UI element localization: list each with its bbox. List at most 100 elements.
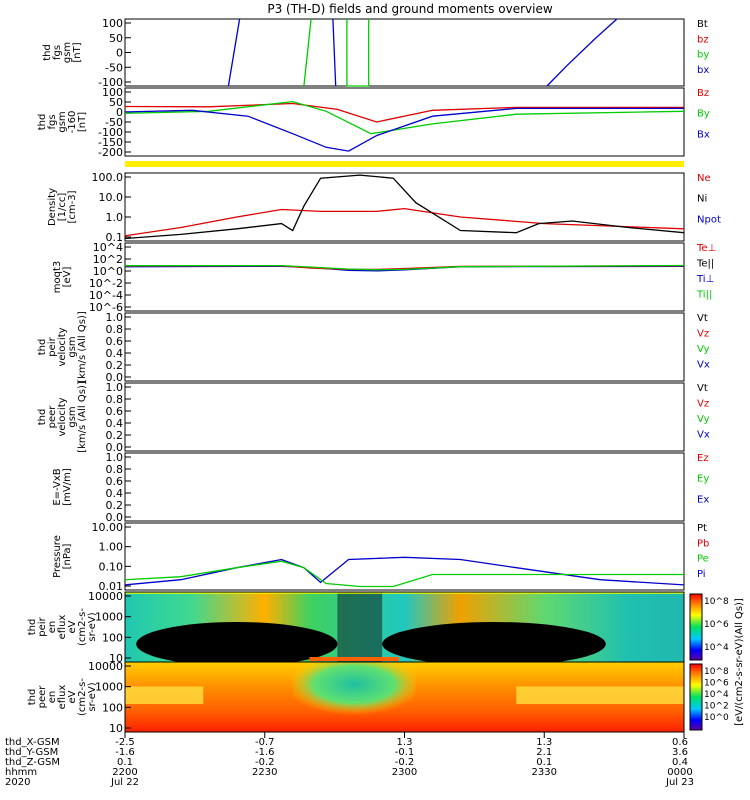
colorbar [689,593,703,661]
ytick-label: -50 [105,61,123,74]
ytick-label: 100 [102,17,123,30]
ylabel-line: Pressure [52,535,63,578]
colorbar-tick: 10^6 [704,620,729,630]
panel-4-ylabel: moqt3[eV] [52,261,73,294]
panel-10-ylabel: thdpeerenefluxeV(cm2-s-sr-eV) [27,678,98,716]
ytick-label: 50 [109,32,123,45]
ytick-label: 50 [109,96,123,109]
ylabel-line: en [47,691,58,704]
panel-frame [124,18,685,87]
legend-entry: Bt [697,19,708,30]
ytick-label: 10^2 [93,253,123,266]
ytick-label: 0.10 [99,560,124,573]
series-Ni [124,174,685,240]
xtick-label: Jul 22 [110,777,139,788]
panel-6-ylabel: thdpeervelocitygsm[km/s (All Qs)] [37,381,88,453]
band [516,686,684,704]
ylabel-line: en [47,621,58,634]
legend-entry: Npot [697,214,721,225]
legend-entry: bz [697,34,709,45]
panel-9: thdpeirenefluxeV(cm2-s-sr-eV) 10000 1000 10… [27,590,729,666]
colorbar-tick: 10^2 [704,702,729,712]
ylabel-line: [mV/m] [62,468,73,506]
legend-entry: Vt [697,383,708,394]
xtick-label: 2200 [112,767,137,778]
ylabel-line: eflux [57,685,68,710]
band [125,686,204,704]
ytick-label: 10000 [88,660,123,673]
panel-7: E=-VxB[mV/m] 1.00.80.60.40.20.0 Ez Ey Ex [52,451,709,524]
ytick-label: 10 [109,652,123,665]
sheet-crossing [292,662,416,718]
xtick-label: 1.3 [397,737,413,748]
ylabel-line: eV [67,690,78,703]
legend-entry: Vz [697,399,709,410]
ytick-label: -100 [98,76,123,89]
ytick-label: 100.0 [92,171,124,184]
legend-entry: Ez [697,453,709,464]
xtick-label: -1.6 [255,747,275,758]
ylabel-line: E=-VxB [52,468,63,505]
ytick-label: 1000 [95,611,123,624]
ytick-label: 0.0 [106,441,124,454]
ytick-label: 1.0 [106,451,124,464]
panel-frame [124,312,685,382]
ytick-label: 0.1 [106,231,124,244]
ytick-label: 0.2 [106,499,124,512]
ylabel-line: [eV] [62,267,73,288]
xaxis-row-label: 2020 [5,777,30,788]
ytick-label: 100 [102,701,123,714]
ytick-label: 10^-2 [89,277,123,290]
ylabel-line: [km/s (All Qs)] [77,381,88,453]
xtick-label: -0.7 [255,737,275,748]
legend-entry: Vy [697,344,710,355]
legend-entry: Ni [697,194,707,205]
ylabel-line: gsm [67,406,78,427]
xtick-label: 0.6 [672,737,688,748]
xtick-label: 0.4 [672,757,688,768]
ylabel-line: sr-eV) [87,682,98,711]
ytick-label: 0.8 [106,323,124,336]
legend-entry: Ne [697,173,711,184]
ytick-label: 0.6 [106,475,124,488]
legend-entry: Ti|| [696,290,712,301]
ytick-label: -50 [105,116,123,129]
xtick-label: -1.6 [115,747,135,758]
ytick-label: 0.0 [106,511,124,524]
legend-entry: Bx [697,129,710,140]
ytick-label: 1000 [95,681,123,694]
colorbar-tick: 10^4 [704,643,729,653]
series-Tepar [124,264,685,271]
panel-frame [124,87,685,157]
panel-10: thdpeerenefluxeV(cm2-s-sr-eV) 10000 1000 10… [27,660,729,735]
panel-1-ylabel: thdfgsgsm[nT] [42,42,83,63]
ytick-label: -150 [98,136,123,149]
xtick-label: 2330 [532,767,557,778]
ylabel-line: [1/cc] [57,193,68,222]
panel-1: thdfgsgsm[nT] 100 50 0-50 -100 Bt bz by bx [42,17,709,89]
legend-entry: Vy [697,414,710,425]
panel-5-ylabel: thdpeirvelocitygsm[km/s (All Qs)] [37,311,88,383]
ytick-label: 0.8 [106,463,124,476]
xaxis-row-label: thd_Z-GSM [5,757,60,768]
panel-8-ylabel: Pressure[nPa] [52,535,73,578]
ylabel-line: thd [37,409,48,426]
ytick-label: 0.6 [106,335,124,348]
xaxis-row-label: thd_Y-GSM [5,747,58,758]
series-by [303,18,312,87]
colorbar-tick: 10^8 [704,597,729,607]
ytick-label: 0.6 [106,405,124,418]
series-Bz [124,102,684,123]
ytick-label: 100 [102,631,123,644]
legend-entry: Pb [697,538,709,549]
ylabel-line: peer [47,405,58,429]
colorbar-tick: 10^6 [704,679,729,689]
sheet-crossing [337,592,383,662]
legend-entry: Pe [697,554,709,565]
panel-4: moqt3[eV] 10^410^210^010^-210^-410^-6 Te⊥ T… [52,241,716,314]
legend-entry: Ey [697,474,709,485]
legend-entry: bx [697,65,709,76]
ytick-label: 10^-4 [89,289,123,302]
